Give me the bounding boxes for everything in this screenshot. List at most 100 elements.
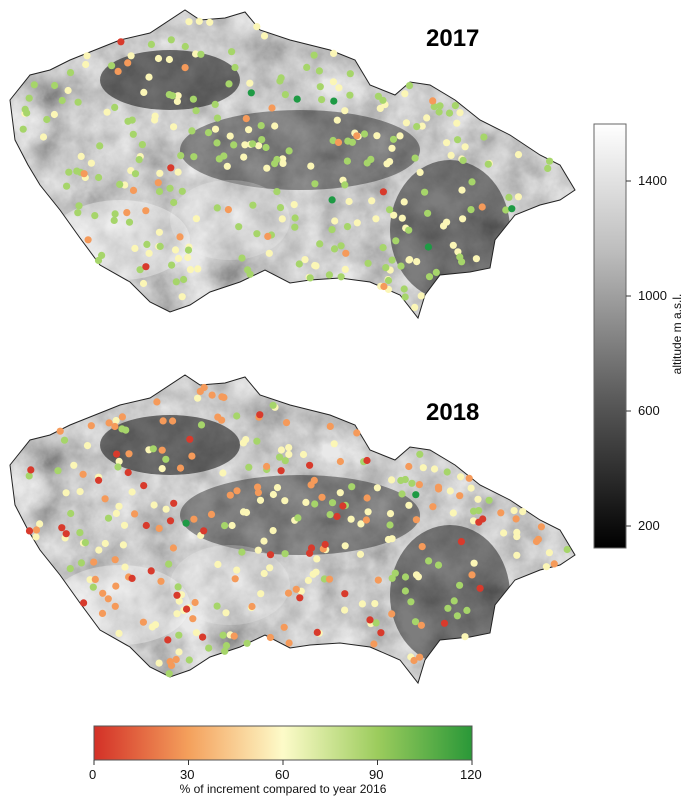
map-title-2018: 2018 [426,399,480,426]
station-point-orange [99,589,107,597]
station-point-light-yellow [388,476,396,484]
station-point-light-yellow [154,54,163,63]
station-point-orange [550,560,558,568]
station-point-light-green [131,170,140,178]
station-point-orange [417,621,425,629]
station-point-light-green [405,226,413,234]
station-point-orange [214,413,222,421]
station-point-light-green [23,109,31,117]
station-point-light-green [253,230,261,238]
station-point-orange [56,427,64,435]
station-point-light-yellow [333,116,341,124]
station-point-light-green [445,109,454,117]
station-point-red [62,530,70,538]
station-point-light-yellow [513,551,521,559]
station-point-light-yellow [76,488,84,496]
station-point-orange [224,206,232,214]
station-point-light-green [129,130,137,138]
station-point-light-green [104,514,113,522]
station-point-light-green [467,206,475,214]
station-point-light-green [443,468,451,476]
station-point-light-green [238,254,246,262]
station-point-orange [79,470,87,478]
station-point-orange [129,186,138,194]
station-point-light-yellow [373,484,381,492]
station-point-orange [353,429,361,437]
station-point-light-green [269,401,277,409]
station-point-light-yellow [405,501,413,509]
increment-colorbar [93,725,473,761]
station-point-light-green [411,154,419,162]
station-point-orange [465,474,473,482]
station-point-light-yellow [228,521,236,530]
station-point-light-yellow [184,253,192,262]
station-point-light-green [245,463,253,471]
station-point-red [363,456,371,465]
station-point-light-yellow [449,509,457,517]
station-point-orange [405,462,413,471]
station-point-light-yellow [358,600,366,608]
station-point-light-green [221,522,229,530]
station-point-light-yellow [265,249,273,257]
station-point-light-green [30,81,38,89]
station-point-light-yellow [304,576,312,584]
station-point-light-green [66,69,75,77]
station-point-orange [114,67,122,75]
station-point-light-yellow [82,60,90,69]
station-point-light-yellow [513,533,521,541]
station-point-red [27,466,35,474]
station-point-light-green [470,507,478,515]
station-point-light-green [386,206,394,214]
points-2018 [25,383,571,678]
station-point-light-green [310,51,318,59]
station-point-light-yellow [542,563,551,571]
station-point-light-green [315,67,323,75]
station-point-light-yellow [269,527,277,535]
station-point-light-yellow [128,488,136,496]
station-point-orange [363,494,371,502]
station-point-light-yellow [458,186,466,194]
station-point-light-green [230,141,238,149]
station-point-light-yellow [255,142,263,150]
station-point-light-green [454,136,462,144]
station-point-orange [189,615,197,623]
station-point-light-green [416,450,424,458]
station-point-light-green [249,140,257,148]
station-point-light-yellow [83,442,92,450]
station-point-light-yellow [443,139,451,147]
station-point-light-green [174,583,182,591]
station-point-light-green [346,70,354,78]
station-point-light-green [436,102,444,110]
increment-tick-label: 60 [275,767,290,782]
station-point-light-green [281,550,289,558]
station-point-light-green [108,62,116,70]
station-point-light-green [65,168,73,176]
station-point-light-yellow [307,162,315,170]
station-point-red [457,538,465,546]
station-point-light-green [400,285,408,293]
station-point-light-yellow [299,450,308,459]
station-point-orange [254,483,262,491]
station-point-orange [157,577,165,585]
station-point-light-green [311,180,319,188]
station-point-light-green [54,467,62,475]
station-point-red [117,38,125,46]
station-point-light-green [276,453,284,461]
station-point-light-yellow [336,489,344,497]
station-point-light-green [219,631,227,639]
station-point-dark-green [247,89,255,97]
station-point-light-yellow [256,496,265,504]
station-point-light-green [343,157,351,165]
station-point-orange [230,632,238,640]
station-point-light-green [425,557,433,565]
station-point-light-green [303,63,311,71]
station-point-light-yellow [341,606,349,614]
station-point-orange [248,602,256,611]
station-point-light-green [401,587,409,595]
station-point-light-yellow [245,126,253,134]
station-point-orange [226,491,234,499]
station-point-light-green [444,604,452,612]
increment-axis-title: % of increment compared to year 2016 [179,782,387,796]
station-point-light-yellow [174,92,182,100]
